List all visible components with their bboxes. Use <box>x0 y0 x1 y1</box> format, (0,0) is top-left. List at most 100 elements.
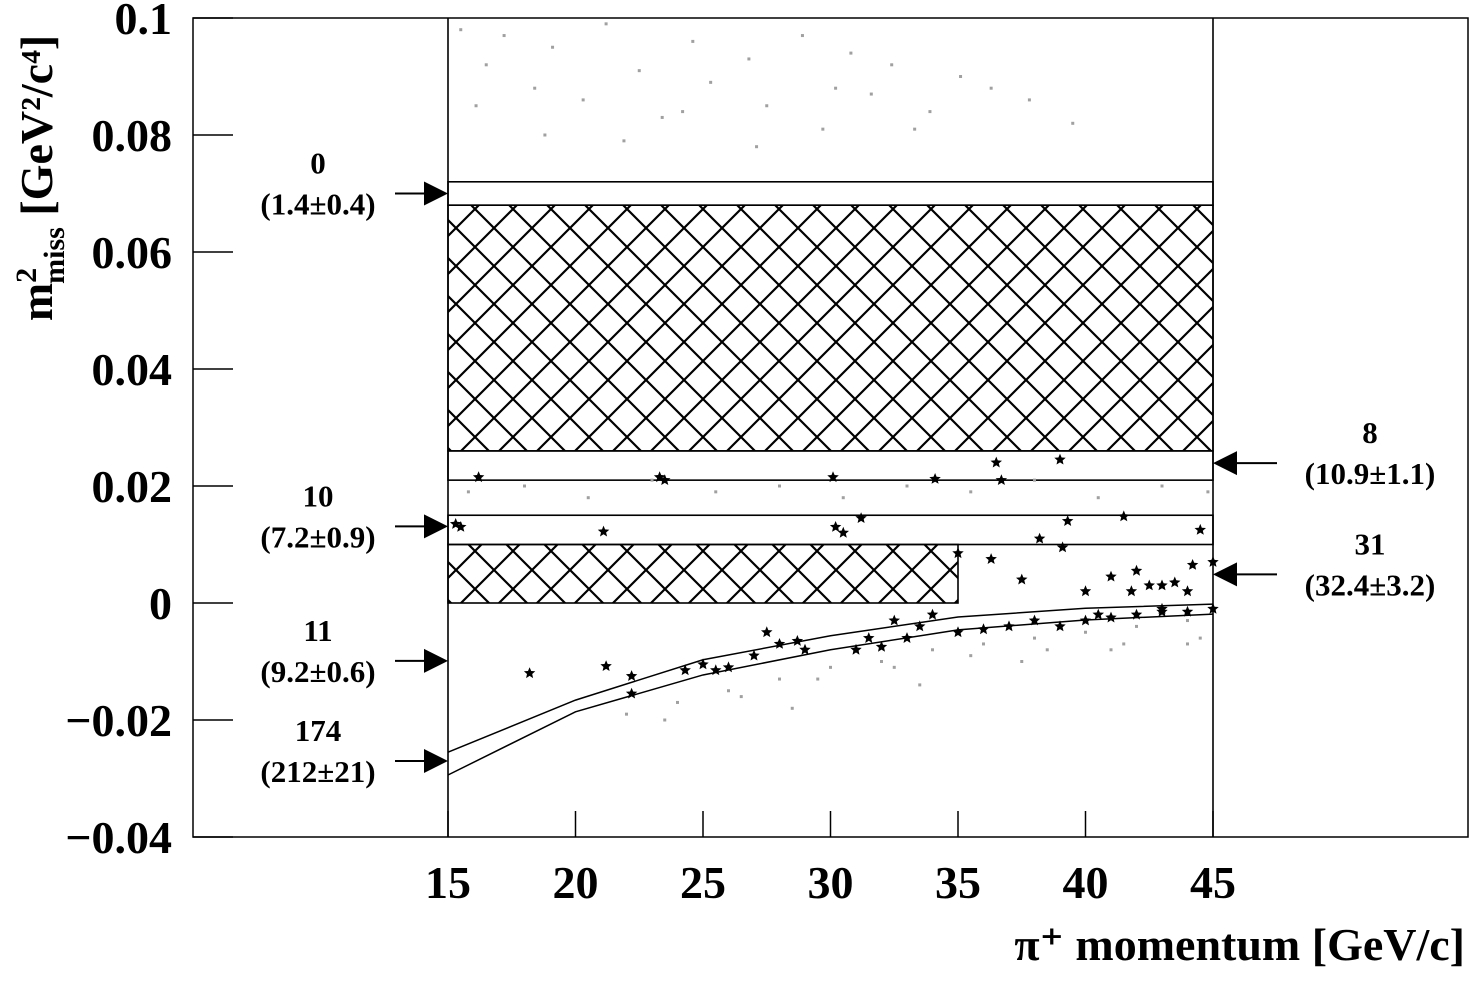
candidate-event <box>888 614 900 626</box>
background-event <box>622 139 626 143</box>
background-event <box>1033 636 1036 640</box>
x-tick-label: 45 <box>1190 857 1236 908</box>
background-event <box>1096 496 1100 500</box>
y-tick-label: 0.06 <box>92 227 173 278</box>
background-event <box>778 677 781 681</box>
background-event <box>982 642 985 646</box>
candidate-event <box>1169 576 1181 588</box>
background-event <box>739 695 743 699</box>
background-event <box>459 28 463 32</box>
candidate-event <box>1033 532 1046 544</box>
y-label-sup: 2 <box>10 268 43 283</box>
background-event <box>905 484 909 488</box>
candidate-event <box>625 670 638 681</box>
candidate-event <box>1186 559 1199 570</box>
candidate-event <box>977 623 990 635</box>
candidate-event <box>1016 573 1028 585</box>
candidate-event <box>1207 556 1219 567</box>
candidate-event <box>850 643 862 655</box>
background-event <box>1206 490 1210 494</box>
x-tick-label: 35 <box>935 857 981 908</box>
candidate-event <box>1092 608 1104 620</box>
candidate-event <box>449 518 462 529</box>
candidate-event <box>625 687 638 699</box>
observed-count: 0 <box>310 146 326 181</box>
candidate-event <box>1056 541 1069 553</box>
background-event <box>747 57 751 61</box>
y-tick-label: −0.02 <box>65 695 172 746</box>
candidate-event <box>523 667 536 679</box>
background-event <box>765 104 769 108</box>
hatched-region <box>447 204 1214 452</box>
candidate-event <box>773 638 786 649</box>
x-tick-label: 40 <box>1063 857 1109 908</box>
boundary-curve <box>447 613 1214 776</box>
background-event <box>890 63 894 67</box>
candidate-event <box>985 553 997 564</box>
background-event <box>625 712 628 716</box>
background-event <box>1084 630 1087 634</box>
background-event <box>1027 98 1031 102</box>
candidate-event <box>1143 579 1155 591</box>
background-event <box>484 63 488 67</box>
candidate-event <box>748 649 760 661</box>
background-event <box>829 665 832 669</box>
expected-count: (10.9±1.1) <box>1305 456 1436 491</box>
candidate-event <box>929 473 941 484</box>
arrow-head <box>1213 451 1237 476</box>
candidate-event <box>1003 620 1015 632</box>
candidate-event <box>995 474 1008 485</box>
background-event <box>816 677 820 681</box>
background-event <box>1160 484 1164 488</box>
background-event <box>551 45 555 49</box>
candidate-event <box>597 525 610 537</box>
background-event <box>466 490 470 494</box>
candidate-event <box>1181 585 1194 597</box>
arrow-head <box>424 181 448 206</box>
candidate-event <box>472 471 485 483</box>
candidate-event <box>679 664 691 676</box>
background-event <box>778 484 781 488</box>
background-event <box>474 104 478 108</box>
candidate-event <box>722 661 735 673</box>
candidate-event <box>1194 523 1206 535</box>
background-event <box>931 648 934 652</box>
y-label-base: m <box>11 283 62 321</box>
candidate-event <box>829 521 842 532</box>
background-event <box>727 689 730 693</box>
background-event <box>969 654 973 658</box>
candidate-event <box>1028 614 1041 626</box>
y-tick-label: 0.1 <box>115 0 173 44</box>
candidate-event <box>455 521 467 532</box>
background-event <box>790 706 794 710</box>
background-event <box>523 484 526 488</box>
expected-count: (212±21) <box>260 754 375 789</box>
background-event <box>663 718 667 722</box>
background-event <box>969 490 973 494</box>
background-event <box>586 496 590 500</box>
background-event <box>913 127 917 131</box>
observed-count: 174 <box>295 713 342 748</box>
y-tick-label: −0.04 <box>65 812 172 863</box>
candidate-event <box>600 660 612 671</box>
background-event <box>869 92 873 96</box>
signal-box <box>447 514 1214 546</box>
candidate-event <box>1079 585 1092 597</box>
background-event <box>928 110 932 114</box>
candidate-event <box>1125 585 1138 597</box>
background-event <box>959 75 963 78</box>
candidate-event <box>799 643 811 655</box>
candidate-event <box>1118 510 1130 522</box>
background-event <box>681 110 685 114</box>
background-event <box>543 133 547 137</box>
background-event <box>880 660 883 663</box>
background-event <box>989 86 993 90</box>
candidate-event <box>1156 605 1168 617</box>
background-event <box>834 86 838 90</box>
observed-count: 10 <box>303 478 334 513</box>
background-event <box>892 665 896 669</box>
background-event <box>637 69 641 73</box>
background-event <box>533 86 537 90</box>
background-event <box>1045 648 1049 652</box>
background-event <box>650 478 654 482</box>
